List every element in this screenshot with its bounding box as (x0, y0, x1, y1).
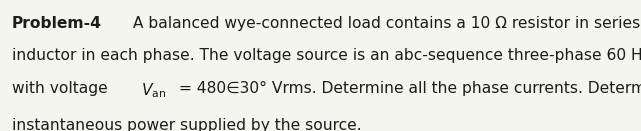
Text: with voltage: with voltage (12, 81, 112, 96)
Text: inductor in each phase. The voltage source is an abc-sequence three-phase 60 Hz : inductor in each phase. The voltage sour… (12, 48, 641, 64)
Text: A balanced wye-connected load contains a 10 Ω resistor in series with 20 mH: A balanced wye-connected load contains a… (128, 16, 641, 31)
Text: Problem-4: Problem-4 (12, 16, 101, 31)
Text: $V_{\mathrm{an}}$: $V_{\mathrm{an}}$ (142, 81, 167, 100)
Text: instantaneous power supplied by the source.: instantaneous power supplied by the sour… (12, 118, 361, 131)
Text: = 480∈30° Vrms. Determine all the phase currents. Determine the: = 480∈30° Vrms. Determine all the phase … (174, 81, 641, 96)
